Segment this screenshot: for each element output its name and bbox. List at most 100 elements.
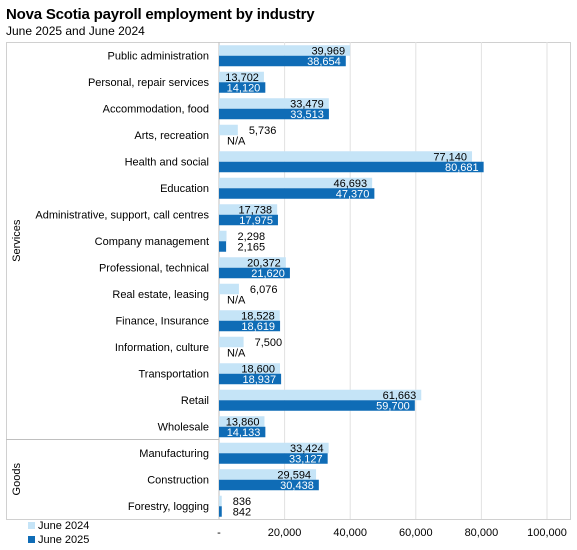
category-label-manufacturing: Manufacturing: [139, 448, 209, 460]
bar-2025-wholesale: [219, 426, 266, 438]
data-label-2024-manufacturing: 33,424: [290, 443, 324, 455]
bar-2024-forestry-logging: [219, 495, 222, 507]
category-label-retail: Retail: [181, 395, 209, 407]
x-tick-label-3: 60,000: [399, 527, 433, 539]
data-label-2025-education: 47,370: [336, 188, 370, 200]
data-label-2024-finance-insurance: 18,528: [241, 310, 275, 322]
bar-2025-retail: [219, 400, 415, 411]
group-label-goods: Goods: [11, 463, 23, 496]
data-label-2025-health-and-social: 80,681: [445, 162, 479, 174]
bar-2024-education: [219, 177, 373, 189]
bar-2024-arts-recreation: [219, 124, 238, 136]
category-label-wholesale: Wholesale: [158, 421, 209, 433]
x-tick-label-0: -: [217, 527, 221, 539]
category-label-forestry-logging: Forestry, logging: [128, 501, 209, 513]
bar-2024-information-culture: [219, 336, 244, 348]
category-label-transportation: Transportation: [138, 368, 209, 380]
data-label-2024-wholesale: 13,860: [226, 416, 260, 428]
data-label-2024-administrative-support-call-centres: 17,738: [239, 204, 273, 216]
x-tick-label-2: 40,000: [333, 527, 367, 539]
bar-2025-manufacturing: [219, 453, 328, 464]
bar-2024-wholesale: [219, 416, 265, 427]
x-tick-label-1: 20,000: [268, 527, 302, 539]
x-tick-label-5: 100,000: [527, 527, 567, 539]
data-label-2025-transportation: 18,937: [242, 374, 276, 386]
data-label-2025-construction: 30,438: [280, 480, 314, 492]
category-label-accommodation-food: Accommodation, food: [103, 103, 209, 115]
data-label-2024-education: 46,693: [333, 178, 367, 190]
data-label-2025-forestry-logging: 842: [233, 506, 251, 518]
legend-label-june-2025: June 2025: [38, 534, 89, 546]
category-label-professional-technical: Professional, technical: [99, 262, 209, 274]
bar-2025-administrative-support-call-centres: [219, 214, 278, 226]
data-label-2024-real-estate-leasing: 6,076: [250, 284, 278, 296]
data-label-2024-retail: 61,663: [383, 390, 417, 402]
bar-2025-accommodation-food: [219, 108, 329, 120]
bar-2025-company-management: [219, 241, 227, 252]
bar-2025-personal-repair-services: [219, 82, 266, 93]
bar-2024-public-administration: [219, 45, 351, 56]
data-label-2025-public-administration: 38,654: [307, 56, 341, 68]
category-label-information-culture: Information, culture: [115, 342, 209, 354]
data-label-2024-personal-repair-services: 13,702: [225, 72, 259, 84]
data-label-2025-information-culture: N/A: [227, 347, 246, 359]
x-tick-label-4: 80,000: [465, 527, 499, 539]
category-label-company-management: Company management: [95, 236, 209, 248]
bar-2025-forestry-logging: [219, 506, 222, 517]
group-label-services: Services: [11, 219, 23, 262]
data-label-2024-construction: 29,594: [277, 469, 311, 481]
data-label-2025-company-management: 2,165: [238, 241, 266, 253]
data-label-2024-forestry-logging: 836: [233, 496, 251, 508]
bar-2024-retail: [219, 389, 422, 401]
category-label-public-administration: Public administration: [108, 50, 210, 62]
data-label-2024-health-and-social: 77,140: [433, 151, 467, 163]
category-label-finance-insurance: Finance, Insurance: [115, 315, 209, 327]
legend-swatch-june-2025: [28, 536, 35, 543]
data-label-2025-finance-insurance: 18,619: [241, 321, 275, 333]
data-label-2024-arts-recreation: 5,736: [249, 125, 277, 137]
data-label-2025-personal-repair-services: 14,120: [227, 82, 261, 94]
legend-label-june-2024: June 2024: [38, 520, 89, 532]
data-label-2024-information-culture: 7,500: [255, 337, 283, 349]
bar-2024-health-and-social: [219, 151, 473, 162]
bar-2024-accommodation-food: [219, 98, 329, 109]
category-label-construction: Construction: [147, 474, 209, 486]
bar-2024-professional-technical: [219, 257, 286, 268]
bar-2024-construction: [219, 469, 317, 480]
bar-2024-company-management: [219, 230, 227, 242]
bar-2024-transportation: [219, 363, 281, 374]
category-label-education: Education: [160, 183, 209, 195]
bar-2024-manufacturing: [219, 442, 329, 454]
category-label-health-and-social: Health and social: [125, 156, 209, 168]
data-label-2025-retail: 59,700: [376, 400, 410, 412]
category-label-personal-repair-services: Personal, repair services: [88, 77, 210, 89]
category-label-arts-recreation: Arts, recreation: [134, 130, 209, 142]
bar-2025-transportation: [219, 373, 282, 385]
data-label-2025-professional-technical: 21,620: [251, 268, 285, 280]
bar-2024-finance-insurance: [219, 310, 280, 321]
data-label-2024-professional-technical: 20,372: [247, 257, 281, 269]
chart-title: Nova Scotia payroll employment by indust…: [6, 6, 315, 23]
bar-2025-public-administration: [219, 55, 346, 67]
bar-2025-health-and-social: [219, 161, 484, 173]
bar-2025-professional-technical: [219, 267, 290, 279]
data-label-2025-arts-recreation: N/A: [227, 135, 246, 147]
data-label-2024-public-administration: 39,969: [311, 45, 345, 57]
bar-2024-real-estate-leasing: [219, 283, 239, 295]
category-label-real-estate-leasing: Real estate, leasing: [112, 289, 209, 301]
data-label-2025-accommodation-food: 33,513: [290, 109, 324, 121]
data-label-2025-real-estate-leasing: N/A: [227, 294, 246, 306]
bar-2025-construction: [219, 479, 319, 491]
data-label-2025-administrative-support-call-centres: 17,975: [239, 215, 273, 227]
category-label-administrative-support-call-centres: Administrative, support, call centres: [35, 209, 209, 221]
data-label-2025-manufacturing: 33,127: [289, 453, 323, 465]
legend-swatch-june-2024: [28, 522, 35, 529]
data-label-2024-accommodation-food: 33,479: [290, 98, 324, 110]
bar-2025-education: [219, 188, 375, 199]
chart-subtitle: June 2025 and June 2024: [6, 24, 145, 38]
data-label-2025-wholesale: 14,133: [227, 427, 261, 439]
plot-frame: [6, 42, 571, 520]
data-label-2024-transportation: 18,600: [241, 363, 275, 375]
bar-2024-personal-repair-services: [219, 71, 264, 83]
